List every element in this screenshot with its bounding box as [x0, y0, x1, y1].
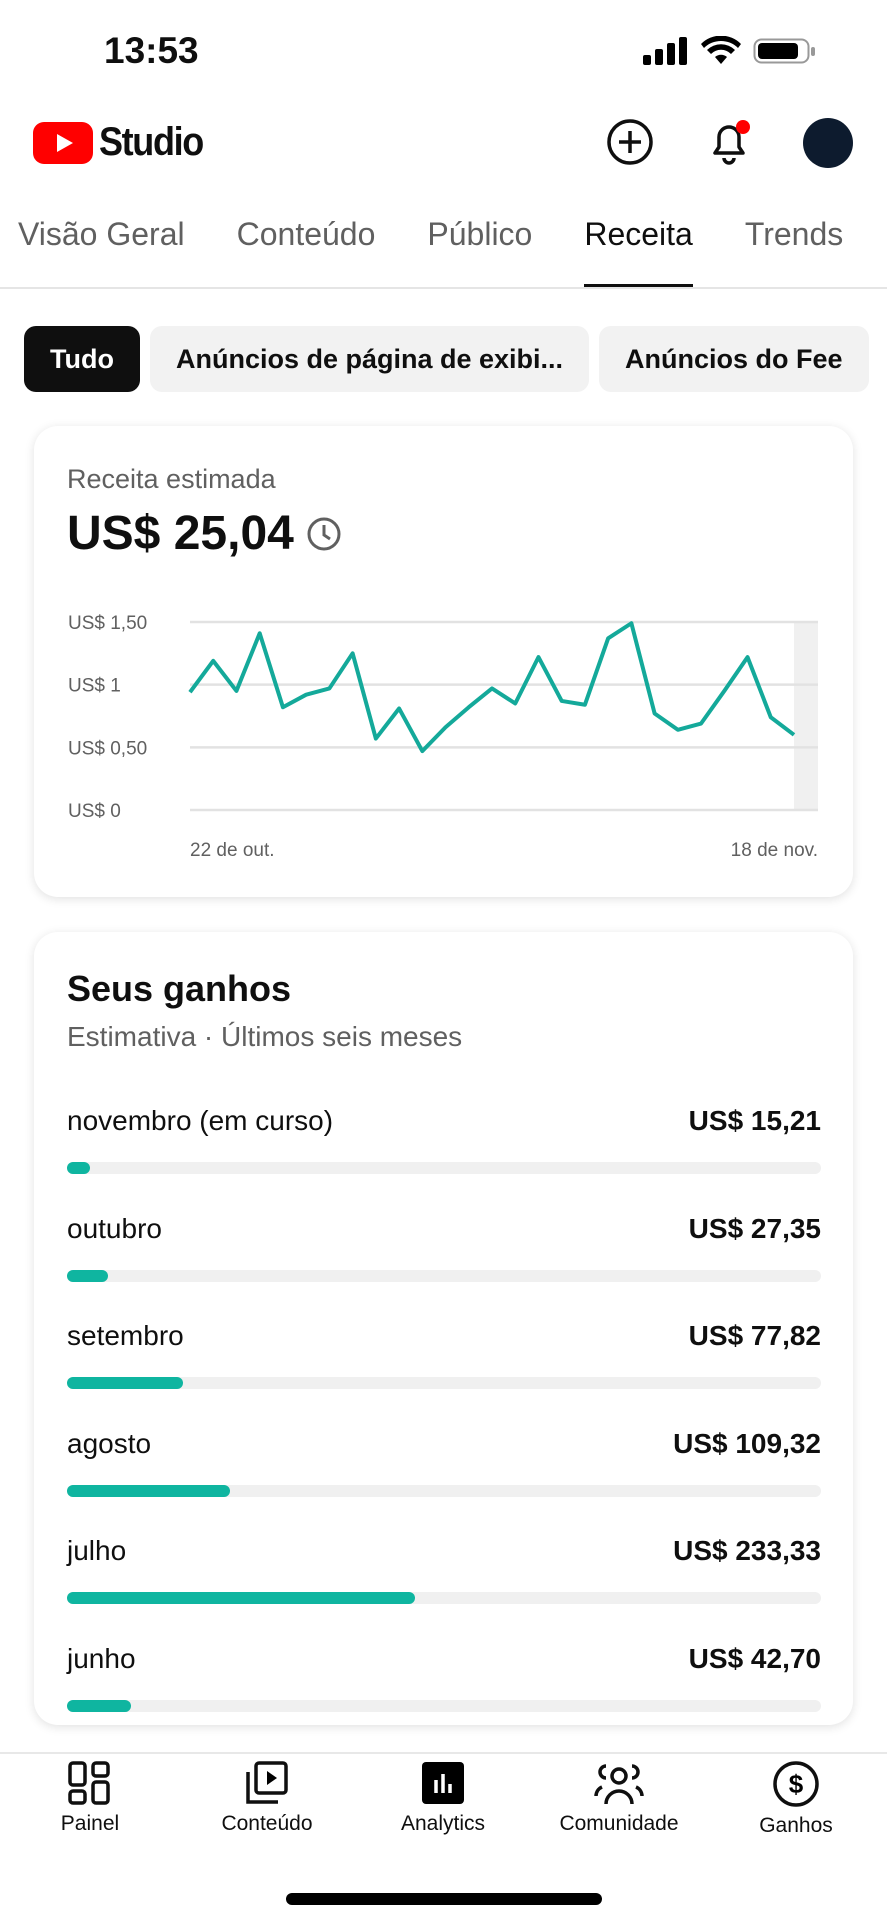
- nav-conteudo[interactable]: Conteúdo: [187, 1760, 347, 1836]
- chip-anuncios-feed[interactable]: Anúncios do Fee: [599, 326, 869, 392]
- tab-trends[interactable]: Trends: [744, 216, 844, 252]
- earnings-bar-track: [67, 1699, 821, 1712]
- earnings-bar-fill: [67, 1162, 90, 1174]
- x-label-end: 18 de nov.: [731, 840, 818, 861]
- month-label: junho: [67, 1642, 136, 1674]
- nav-label: Analytics: [400, 1812, 486, 1835]
- create-button[interactable]: [604, 116, 656, 168]
- earnings-bar-track: [67, 1484, 821, 1497]
- month-value: US$ 15,21: [688, 1105, 821, 1136]
- revenue-series-line: [188, 621, 796, 754]
- current-day-shade: [794, 622, 818, 810]
- logo-text: Studio: [99, 120, 204, 164]
- month-label: agosto: [67, 1427, 152, 1459]
- community-icon: [594, 1764, 644, 1805]
- month-label: novembro (em curso): [67, 1105, 334, 1136]
- wifi-icon: [701, 36, 741, 64]
- notifications-button[interactable]: [703, 116, 755, 168]
- clock-icon: [307, 517, 341, 550]
- signal-icon: [643, 37, 687, 65]
- revenue-label: Receita estimada: [67, 464, 276, 494]
- tab-divider: [0, 287, 887, 289]
- month-value: US$ 109,32: [673, 1427, 821, 1459]
- youtube-logo-icon: [33, 121, 93, 164]
- y-tick-label: US$ 0,50: [68, 738, 147, 759]
- filter-chips: Tudo Anúncios de página de exibi... Anún…: [24, 326, 869, 392]
- nav-comunidade[interactable]: Comunidade: [539, 1760, 699, 1836]
- y-tick-label: US$ 1: [68, 676, 121, 697]
- earnings-dollar-icon: $: [773, 1761, 819, 1807]
- earnings-bar-fill: [67, 1484, 230, 1497]
- revenue-amount: US$ 25,04: [67, 507, 294, 560]
- earnings-bar-track: [67, 1269, 821, 1282]
- earnings-subtitle: Estimativa · Últimos seis meses: [67, 1021, 463, 1052]
- nav-label: Conteúdo: [221, 1812, 313, 1835]
- month-value: US$ 77,82: [688, 1320, 821, 1351]
- earnings-bar-fill: [67, 1592, 416, 1604]
- month-value: US$ 42,70: [688, 1642, 821, 1674]
- earnings-bar-fill: [67, 1377, 184, 1389]
- tab-conteudo[interactable]: Conteúdo: [236, 216, 376, 252]
- avatar[interactable]: [803, 118, 853, 168]
- home-indicator: [286, 1893, 602, 1905]
- earnings-bar-fill: [67, 1269, 109, 1282]
- tab-bar: Visão Geral Conteúdo Público Receita Tre…: [0, 216, 869, 288]
- nav-analytics[interactable]: Analytics: [363, 1760, 523, 1836]
- create-icon: [607, 119, 653, 165]
- svg-text:$: $: [789, 1769, 804, 1799]
- y-tick-label: US$ 0: [68, 801, 121, 822]
- nav-label: Comunidade: [559, 1812, 679, 1835]
- month-label: julho: [67, 1535, 127, 1566]
- x-label-start: 22 de out.: [190, 840, 275, 861]
- notifications-icon: [713, 120, 750, 165]
- tab-visao-geral[interactable]: Visão Geral: [18, 216, 185, 252]
- tab-publico[interactable]: Público: [427, 216, 533, 252]
- earnings-bar-fill: [67, 1699, 132, 1712]
- status-time: 13:53: [104, 30, 199, 71]
- analytics-icon: [422, 1762, 464, 1804]
- revenue-line-chart: US$ 0 US$ 0,50 US$ 1 US$ 1,50 22 de out. 18 d…: [68, 613, 818, 861]
- battery-icon: [753, 38, 815, 64]
- dashboard-icon: [68, 1761, 110, 1805]
- nav-painel[interactable]: Painel: [10, 1760, 170, 1836]
- youtube-studio-logo[interactable]: Studio: [33, 120, 214, 165]
- nav-label: Ganhos: [759, 1814, 833, 1837]
- earnings-bar-track: [67, 1592, 821, 1604]
- y-tick-label: US$ 1,50: [68, 613, 147, 634]
- earnings-card: Seus ganhos Estimativa · Últimos seis me…: [34, 932, 853, 1725]
- tab-receita[interactable]: Receita: [558, 216, 719, 288]
- month-value: US$ 233,33: [673, 1535, 821, 1566]
- nav-ganhos[interactable]: $ Ganhos: [716, 1760, 876, 1838]
- status-icons: [643, 36, 817, 66]
- month-label: outubro: [67, 1212, 162, 1244]
- earnings-bar-track: [67, 1162, 821, 1174]
- month-value: US$ 27,35: [688, 1212, 821, 1244]
- earnings-bar-track: [67, 1377, 821, 1389]
- nav-divider: [0, 1752, 887, 1754]
- estimated-revenue-card[interactable]: Receita estimada US$ 25,04 US$ 0 US$ 0,50…: [34, 426, 853, 897]
- month-label: setembro: [67, 1320, 184, 1351]
- earnings-title: Seus ganhos: [67, 968, 292, 1009]
- chip-tudo[interactable]: Tudo: [24, 326, 140, 392]
- nav-label: Painel: [60, 1812, 120, 1835]
- content-icon: [246, 1761, 288, 1804]
- chip-anuncios-pagina-exibicao[interactable]: Anúncios de página de exibi...: [149, 326, 590, 392]
